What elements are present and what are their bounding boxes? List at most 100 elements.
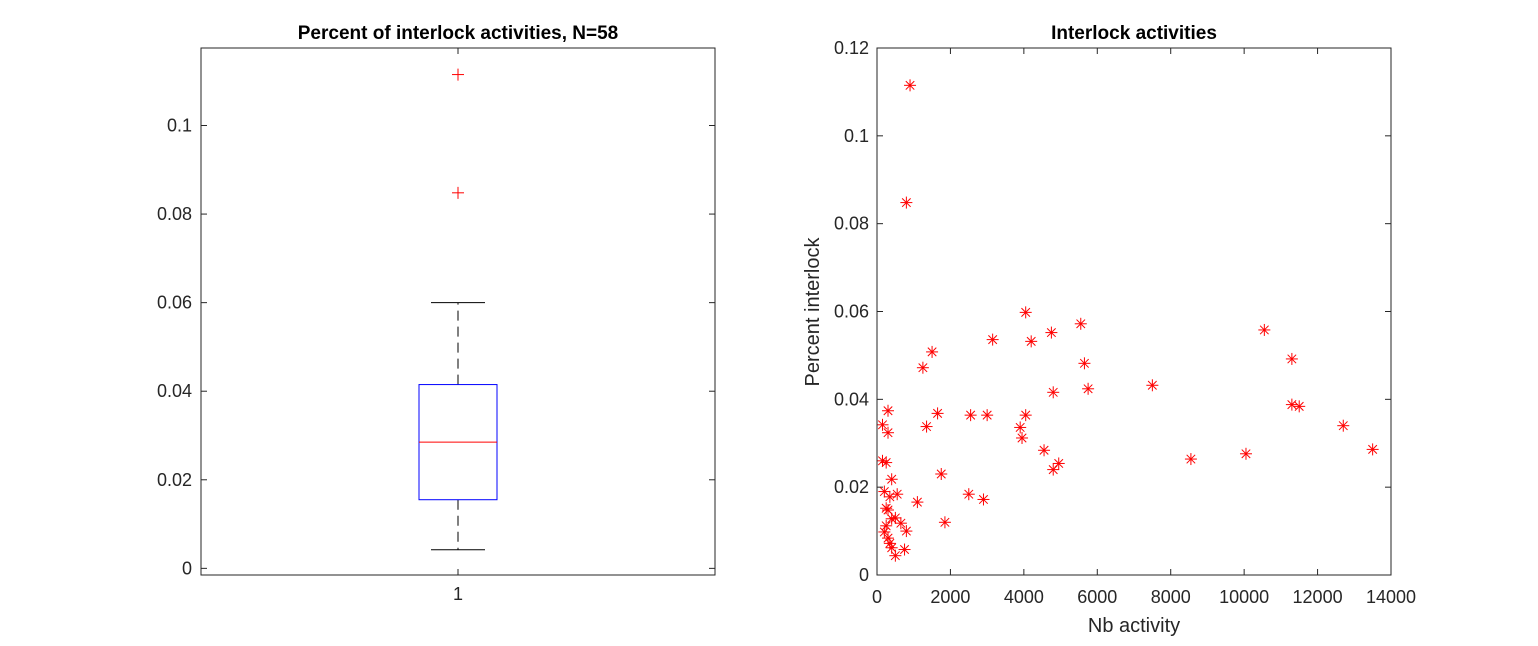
scatter-point-stroke	[988, 335, 998, 345]
scatter-point	[1074, 317, 1087, 330]
scatter-point	[981, 409, 994, 422]
scatter-point	[1293, 400, 1306, 413]
scatter-point	[876, 454, 889, 467]
scatter-point-stroke	[1083, 384, 1093, 394]
scatter-y-tick-label: 0.12	[834, 38, 869, 58]
scatter-x-tick-label: 12000	[1293, 587, 1343, 607]
scatter-point-stroke	[1021, 410, 1031, 420]
scatter-point	[962, 488, 975, 501]
scatter-point	[885, 473, 898, 486]
scatter-point-stroke	[887, 543, 897, 553]
scatter-point	[894, 517, 907, 530]
scatter-point	[1366, 443, 1379, 456]
scatter-point-stroke	[885, 538, 895, 548]
boxplot-y-tick-label: 0.1	[167, 116, 192, 136]
scatter-point-stroke	[1046, 327, 1056, 338]
scatter-x-tick-label: 14000	[1366, 587, 1416, 607]
scatter-point	[904, 79, 917, 92]
scatter-point-stroke	[905, 80, 915, 90]
scatter-point	[900, 525, 913, 538]
scatter-y-tick-label: 0.02	[834, 477, 869, 497]
scatter-point-stroke	[890, 551, 900, 561]
scatter-point-stroke	[881, 457, 891, 468]
scatter-point	[1239, 447, 1252, 460]
scatter-point-stroke	[901, 197, 911, 208]
scatter-point-stroke	[1259, 325, 1269, 335]
scatter-point	[1285, 398, 1298, 411]
scatter-y-ticks: 0 0.02 0.04 0.06 0.08 0.1 0.12	[834, 38, 1391, 585]
scatter-point-stroke	[1017, 433, 1027, 443]
scatter-point	[880, 519, 893, 532]
scatter-panel: Interlock activities Nb activity Percent…	[802, 23, 1416, 637]
scatter-point-stroke	[1287, 400, 1297, 410]
scatter-point-stroke	[1039, 445, 1049, 455]
scatter-point	[882, 532, 895, 545]
scatter-point	[977, 493, 990, 506]
scatter-point	[1184, 453, 1197, 466]
scatter-y-tick-label: 0.08	[834, 214, 869, 234]
scatter-point	[1146, 379, 1159, 392]
scatter-point	[916, 361, 929, 374]
scatter-point	[1285, 352, 1298, 365]
scatter-point-stroke	[912, 497, 922, 507]
scatter-x-tick-label: 8000	[1151, 587, 1191, 607]
scatter-point-stroke	[885, 492, 895, 502]
scatter-point-stroke	[927, 347, 937, 357]
scatter-x-tick-label: 2000	[930, 587, 970, 607]
scatter-x-tick-label: 4000	[1004, 587, 1044, 607]
scatter-point-stroke	[879, 527, 889, 537]
scatter-point	[1078, 357, 1091, 370]
scatter-point-stroke	[1294, 401, 1304, 411]
scatter-point-stroke	[1287, 354, 1297, 364]
scatter-point-stroke	[1021, 307, 1031, 317]
scatter-x-axis-label: Nb activity	[1088, 615, 1180, 637]
scatter-x-tick-label: 6000	[1077, 587, 1117, 607]
scatter-point-stroke	[901, 526, 911, 536]
scatter-point	[1045, 326, 1058, 339]
scatter-point-stroke	[1186, 454, 1196, 464]
boxplot-y-tick-label: 0.06	[157, 293, 192, 313]
scatter-point	[964, 409, 977, 422]
scatter-point	[1258, 323, 1271, 336]
scatter-point-stroke	[899, 544, 910, 555]
scatter-y-tick-label: 0.04	[834, 389, 869, 409]
scatter-point	[1038, 444, 1051, 457]
scatter-point	[898, 543, 911, 556]
scatter-point-stroke	[964, 489, 974, 499]
scatter-x-tick-label: 0	[872, 587, 882, 607]
scatter-point	[926, 345, 939, 358]
boxplot-y-tick-label: 0.04	[157, 381, 192, 401]
scatter-point	[882, 426, 895, 439]
scatter-point	[935, 467, 948, 480]
scatter-point	[1047, 386, 1060, 399]
scatter-point	[1016, 431, 1029, 444]
boxplot-y-tick-label: 0	[182, 558, 192, 578]
scatter-point-stroke	[1338, 421, 1348, 431]
scatter-point-stroke	[1241, 449, 1251, 459]
scatter-point	[889, 549, 902, 562]
scatter-point-stroke	[877, 420, 888, 430]
scatter-axes-frame	[876, 47, 1392, 576]
scatter-point	[885, 541, 898, 554]
scatter-point	[920, 420, 933, 433]
scatter-point-stroke	[1026, 336, 1036, 346]
scatter-point	[882, 504, 895, 517]
scatter-point-stroke	[883, 533, 893, 543]
scatter-point-stroke	[1147, 380, 1157, 390]
boxplot-outlier	[452, 186, 464, 199]
scatter-point	[891, 488, 904, 501]
scatter-point-stroke	[1015, 422, 1025, 433]
scatter-point-stroke	[1079, 358, 1090, 368]
scatter-point-stroke	[890, 513, 900, 523]
scatter-point	[882, 404, 895, 417]
boxplot-outlier	[452, 68, 464, 81]
boxplot-marks	[418, 68, 498, 551]
scatter-point-stroke	[883, 505, 893, 515]
scatter-point	[938, 516, 951, 529]
scatter-point	[986, 333, 999, 346]
scatter-point-stroke	[887, 474, 897, 484]
scatter-point-stroke	[1048, 465, 1058, 475]
scatter-point-stroke	[879, 486, 889, 497]
